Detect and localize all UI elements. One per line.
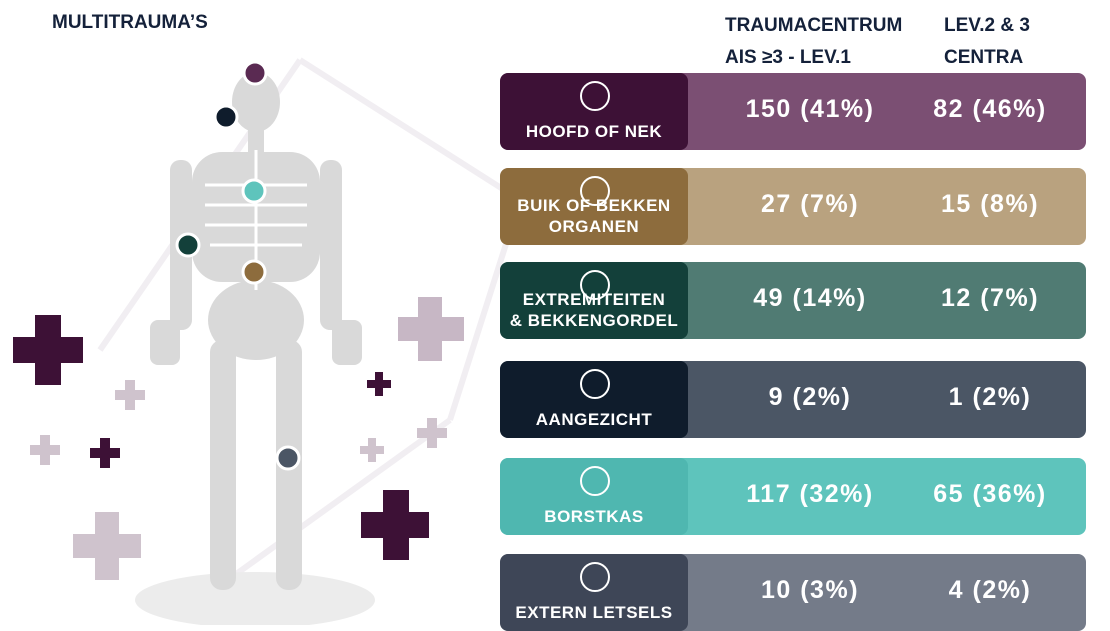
table-row: AANGEZICHT 9 (2%) 1 (2%) <box>500 361 1086 438</box>
row-value: 82 (46%) <box>933 95 1047 123</box>
row-label: BORSTKAS <box>500 458 688 535</box>
row-label-line: ORGANEN <box>548 217 640 236</box>
column-header-line: CENTRA <box>944 47 1024 68</box>
row-value: 10 (3%) <box>760 576 860 604</box>
plus-signs <box>13 297 464 580</box>
column-header-line: TRAUMACENTRUM <box>725 15 903 36</box>
row-value: 65 (36%) <box>933 480 1047 508</box>
row-label-line: HOOFD OF NEK <box>525 122 663 141</box>
row-label: HOOFD OF NEK <box>500 73 688 150</box>
row-value: 4 (2%) <box>948 576 1032 604</box>
row-value: 15 (8%) <box>940 190 1040 218</box>
table-row: EXTREMITEITEN & BEKKENGORDEL 49 (14%) 12 (7… <box>500 262 1086 339</box>
row-label-line: & BEKKENGORDEL <box>509 311 679 330</box>
title: MULTITRAUMA’S <box>52 12 208 33</box>
row-icon <box>580 369 610 399</box>
column-header: TRAUMACENTRUM AIS ≥3 - LEV.1 <box>725 10 902 74</box>
row-value: 27 (7%) <box>760 190 860 218</box>
row-icon <box>580 562 610 592</box>
row-label: AANGEZICHT <box>500 361 688 438</box>
row-value: 117 (32%) <box>746 480 874 508</box>
row-label: BUIK OF BEKKEN ORGANEN <box>500 168 688 245</box>
column-header-line: LEV.2 & 3 <box>944 15 1030 36</box>
table-row: BUIK OF BEKKEN ORGANEN 27 (7%) 15 (8%) <box>500 168 1086 245</box>
row-value: 150 (41%) <box>745 95 875 123</box>
row-label: EXTREMITEITEN & BEKKENGORDEL <box>500 262 688 339</box>
row-label-line: AANGEZICHT <box>535 410 653 429</box>
row-icon <box>580 270 610 300</box>
row-label: EXTERN LETSELS <box>500 554 688 631</box>
skeleton <box>150 72 362 590</box>
row-icon <box>580 176 610 206</box>
table-row: BORSTKAS 117 (32%) 65 (36%) <box>500 458 1086 535</box>
row-value: 1 (2%) <box>948 383 1032 411</box>
row-label-line: EXTERN LETSELS <box>515 603 673 622</box>
row-value: 9 (2%) <box>768 383 852 411</box>
table-row: HOOFD OF NEK 150 (41%) 82 (46%) <box>500 73 1086 150</box>
row-value: 12 (7%) <box>940 284 1040 312</box>
row-icon <box>580 466 610 496</box>
table-row: EXTERN LETSELS 10 (3%) 4 (2%) <box>500 554 1086 631</box>
column-header-line: AIS ≥3 - LEV.1 <box>725 47 851 68</box>
column-header: LEV.2 & 3 CENTRA <box>944 10 1030 74</box>
row-value: 49 (14%) <box>753 284 867 312</box>
row-label-line: BORSTKAS <box>544 507 644 526</box>
row-icon <box>580 81 610 111</box>
